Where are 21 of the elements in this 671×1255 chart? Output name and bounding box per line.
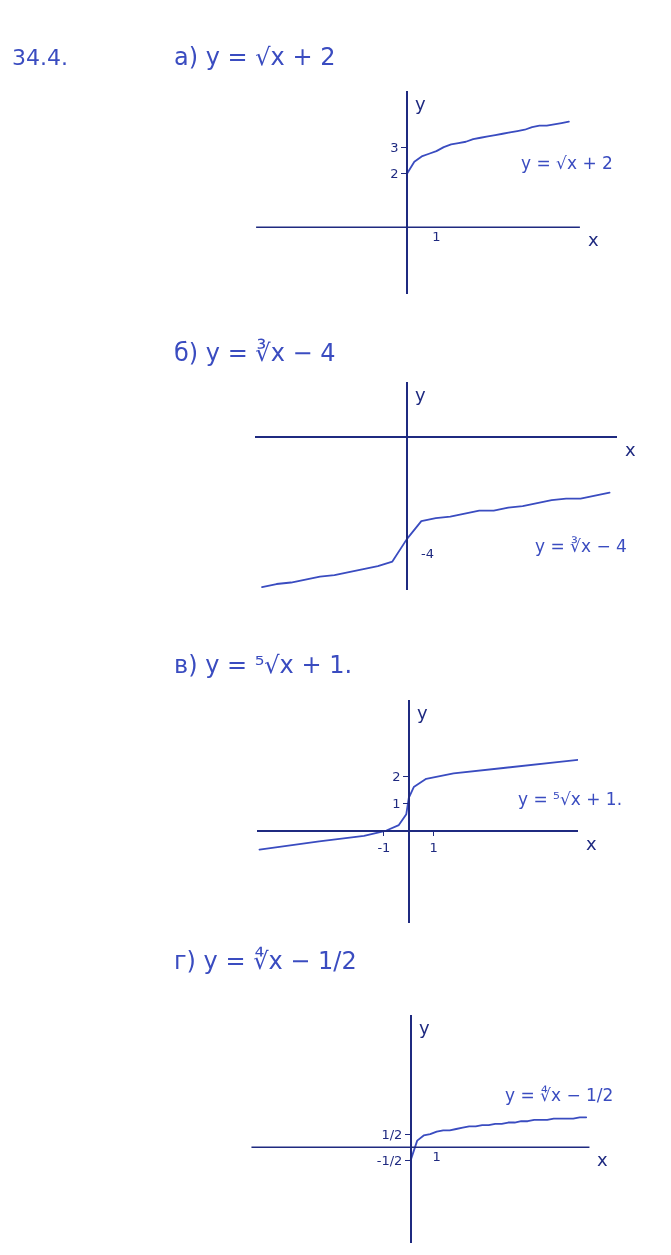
y-tick-label: 2 <box>390 166 399 182</box>
chart-title: в) y = ⁵√x + 1. <box>174 651 353 679</box>
y-tick-label: 2 <box>392 768 401 784</box>
x-axis-title: x <box>597 1149 608 1170</box>
series-label: y = √x + 2 <box>521 153 613 173</box>
series-label: y = ∜x − 1/2 <box>505 1085 614 1105</box>
y-tick-label: -1/2 <box>376 1152 403 1168</box>
y-axis-title: y <box>417 702 428 723</box>
y-tick-label: 1 <box>392 795 401 811</box>
x-axis-title: x <box>586 833 597 854</box>
chart-title: г) y = ∜x − 1/2 <box>174 946 357 975</box>
line-series <box>258 758 578 851</box>
chart-title: а) y = √x + 2 <box>174 43 336 71</box>
x-tick-label: -1 <box>377 839 391 855</box>
series-label: y = ⁵√x + 1. <box>518 789 623 809</box>
y-tick-label: 3 <box>390 139 399 155</box>
y-tick-label: 1/2 <box>381 1126 403 1142</box>
x-axis-title: x <box>588 229 599 250</box>
text: 34.4. <box>12 45 68 70</box>
y-axis-title: y <box>415 93 426 114</box>
y-axis-title: y <box>419 1017 430 1038</box>
